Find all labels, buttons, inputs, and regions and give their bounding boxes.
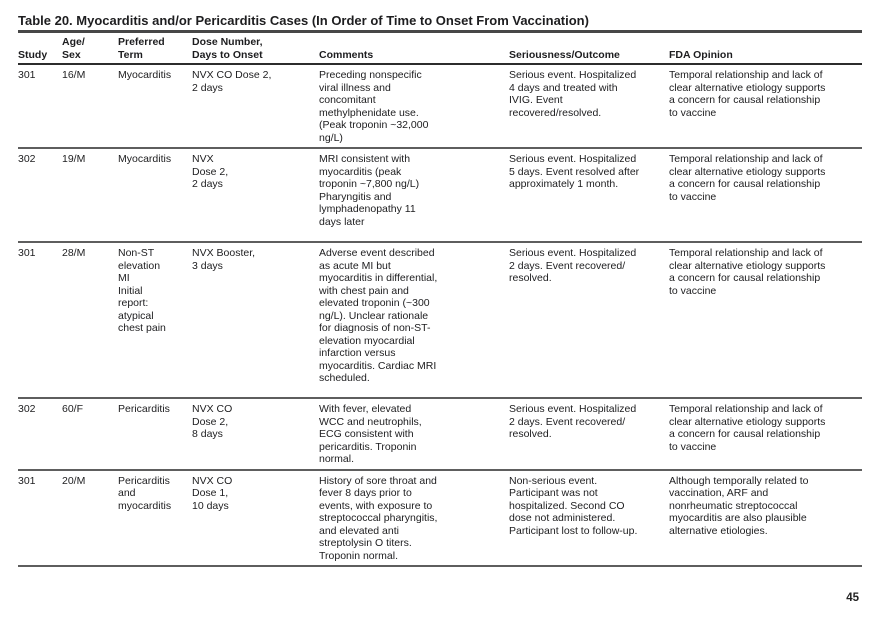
cell-fda-opinion: Temporal relationship and lack of clear … bbox=[669, 247, 826, 297]
cell-preferred-term: Myocarditis bbox=[118, 69, 172, 81]
cell-preferred-term: Pericarditis bbox=[118, 403, 170, 415]
table-row: 302 60/F Pericarditis NVX CO Dose 2, 8 d… bbox=[18, 398, 862, 470]
cell-dose-days: NVX Booster, 3 days bbox=[192, 247, 256, 272]
column-header-age-sex: Age/ Sex bbox=[62, 36, 85, 61]
cell-dose-days: NVX Dose 2, 2 days bbox=[192, 153, 229, 190]
cell-dose-days: NVX CO Dose 2, 8 days bbox=[192, 403, 233, 440]
cell-comments: MRI consistent with myocarditis (peak tr… bbox=[319, 153, 420, 228]
cases-table: Study Age/ Sex Preferred Term Dose Numbe… bbox=[18, 33, 862, 567]
table-title: Table 20. Myocarditis and/or Pericarditi… bbox=[18, 13, 862, 33]
table-row: 302 19/M Myocarditis NVX Dose 2, 2 days … bbox=[18, 148, 862, 242]
cell-dose-days: NVX CO Dose 2, 2 days bbox=[192, 69, 272, 94]
cell-preferred-term: Pericarditis and myocarditis bbox=[118, 474, 172, 512]
cell-study: 301 bbox=[18, 69, 36, 81]
cell-comments: Preceding nonspecific viral illness and … bbox=[319, 69, 429, 144]
cell-seriousness-outcome: Serious event. Hospitalized 2 days. Even… bbox=[509, 247, 637, 284]
cell-age-sex: 16/M bbox=[62, 69, 86, 81]
table-row: 301 28/M Non-ST elevation MI Initial rep… bbox=[18, 242, 862, 398]
cell-seriousness-outcome: Non-serious event. Participant was not h… bbox=[509, 474, 638, 537]
table-row: 301 20/M Pericarditis and myocarditis NV… bbox=[18, 470, 862, 566]
table-row: 301 16/M Myocarditis NVX CO Dose 2, 2 da… bbox=[18, 64, 862, 148]
cell-age-sex: 28/M bbox=[62, 247, 86, 259]
cell-comments: History of sore throat and fever 8 days … bbox=[319, 474, 438, 562]
document-page: Table 20. Myocarditis and/or Pericarditi… bbox=[18, 13, 862, 567]
cell-study: 302 bbox=[18, 153, 36, 165]
cell-fda-opinion: Temporal relationship and lack of clear … bbox=[669, 69, 826, 119]
cell-study: 302 bbox=[18, 403, 36, 415]
column-header-study: Study bbox=[18, 48, 48, 61]
cell-age-sex: 20/M bbox=[62, 474, 86, 487]
column-header-preferred-term: Preferred Term bbox=[118, 36, 165, 61]
cell-age-sex: 60/F bbox=[62, 403, 84, 415]
column-header-seriousness-outcome: Seriousness/Outcome bbox=[509, 48, 620, 61]
cell-study: 301 bbox=[18, 474, 36, 487]
cell-dose-days: NVX CO Dose 1, 10 days bbox=[192, 474, 233, 512]
cell-comments: With fever, elevated WCC and neutrophils… bbox=[319, 403, 422, 465]
column-header-dose-days: Dose Number, Days to Onset bbox=[192, 36, 263, 61]
cell-seriousness-outcome: Serious event. Hospitalized 4 days and t… bbox=[509, 69, 637, 119]
cell-comments: Adverse event described as acute MI but … bbox=[319, 247, 438, 384]
column-header-fda-opinion: FDA Opinion bbox=[669, 48, 733, 61]
cell-fda-opinion: Although temporally related to vaccinati… bbox=[669, 474, 809, 537]
cell-fda-opinion: Temporal relationship and lack of clear … bbox=[669, 153, 826, 203]
cell-seriousness-outcome: Serious event. Hospitalized 5 days. Even… bbox=[509, 153, 640, 190]
cell-seriousness-outcome: Serious event. Hospitalized 2 days. Even… bbox=[509, 403, 637, 440]
page-number: 45 bbox=[846, 592, 859, 604]
cell-study: 301 bbox=[18, 247, 36, 259]
cell-preferred-term: Non-ST elevation MI Initial report: atyp… bbox=[118, 247, 166, 334]
column-header-comments: Comments bbox=[319, 48, 374, 61]
cell-preferred-term: Myocarditis bbox=[118, 153, 172, 165]
cell-fda-opinion: Temporal relationship and lack of clear … bbox=[669, 403, 826, 453]
cell-age-sex: 19/M bbox=[62, 153, 86, 165]
header-row: Study Age/ Sex Preferred Term Dose Numbe… bbox=[18, 33, 862, 64]
